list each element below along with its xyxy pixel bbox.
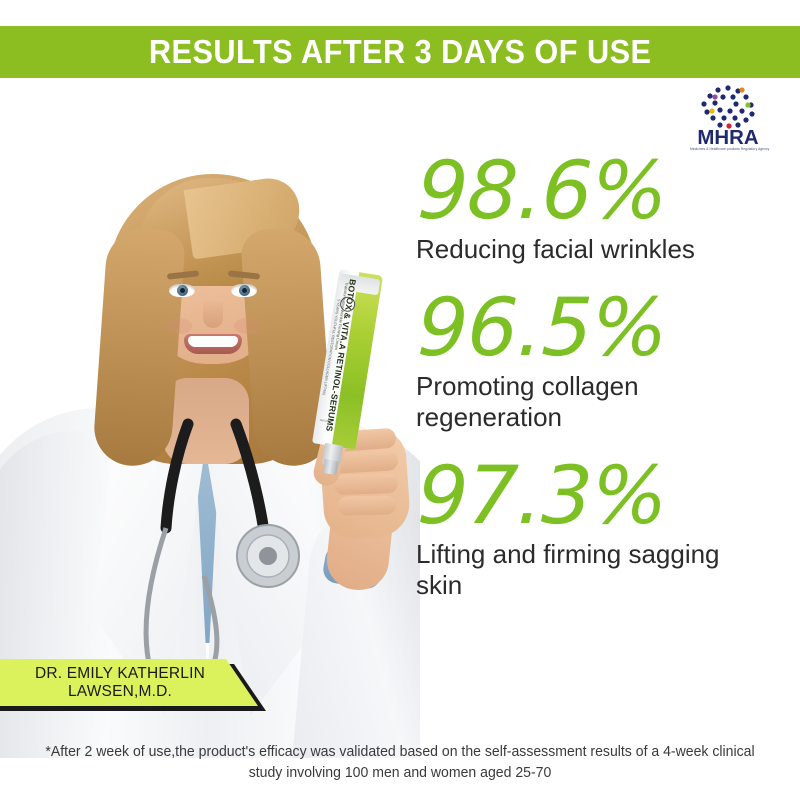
stat-value: 96.5% xyxy=(415,281,669,374)
stat-item: 98.6% Reducing facial wrinkles xyxy=(415,144,800,265)
doctor-name-ribbon: DR. EMILY KATHERLIN LAWSEN,M.D. xyxy=(0,659,269,715)
stat-description: Promoting collagen regeneration xyxy=(416,371,639,432)
header-banner: RESULTS AFTER 3 DAYS OF USE xyxy=(0,26,800,78)
nose xyxy=(203,300,223,328)
cheek-right xyxy=(234,318,260,334)
doctor-name-line2: LAWSEN,M.D. xyxy=(67,682,173,700)
doctor-photo: 5 YEARS YOUTHFUL RESTORATION COLLAGEN LI… xyxy=(0,78,420,758)
page-title: RESULTS AFTER 3 DAYS OF USE xyxy=(148,33,652,70)
pupil-left xyxy=(180,288,185,293)
cheek-left xyxy=(166,318,192,334)
stat-item: 97.3% Lifting and firming sagging skin xyxy=(415,449,800,601)
doctor-name-line1: DR. EMILY KATHERLIN xyxy=(34,664,206,682)
stat-value: 97.3% xyxy=(415,449,669,542)
stat-value: 98.6% xyxy=(415,144,669,237)
stat-description: Lifting and firming sagging skin xyxy=(416,539,720,600)
doctor-name: DR. EMILY KATHERLIN LAWSEN,M.D. xyxy=(25,665,227,701)
mhra-dot-cluster-icon xyxy=(701,85,755,129)
pupil-right xyxy=(242,288,247,293)
stat-item: 96.5% Promoting collagen regeneration xyxy=(415,281,800,433)
mhra-wordmark: MHRA xyxy=(697,127,759,149)
ribbon-body: DR. EMILY KATHERLIN LAWSEN,M.D. xyxy=(0,659,258,706)
finger xyxy=(333,472,399,496)
teeth xyxy=(188,336,238,347)
stethoscope xyxy=(142,418,300,691)
stat-description: Reducing facial wrinkles xyxy=(416,234,695,264)
mhra-logo: MHRA Medicines & Healthcare products Reg… xyxy=(690,84,770,158)
tube-brand-mark: serum xyxy=(319,417,330,424)
tube-cap xyxy=(322,459,339,476)
mhra-tagline: Medicines & Healthcare products Regulato… xyxy=(690,147,770,151)
stats-list: 98.6% Reducing facial wrinkles 96.5% Pro… xyxy=(415,144,800,623)
disclaimer-text: *After 2 week of use,the product's effic… xyxy=(45,744,755,781)
finger xyxy=(337,495,397,516)
